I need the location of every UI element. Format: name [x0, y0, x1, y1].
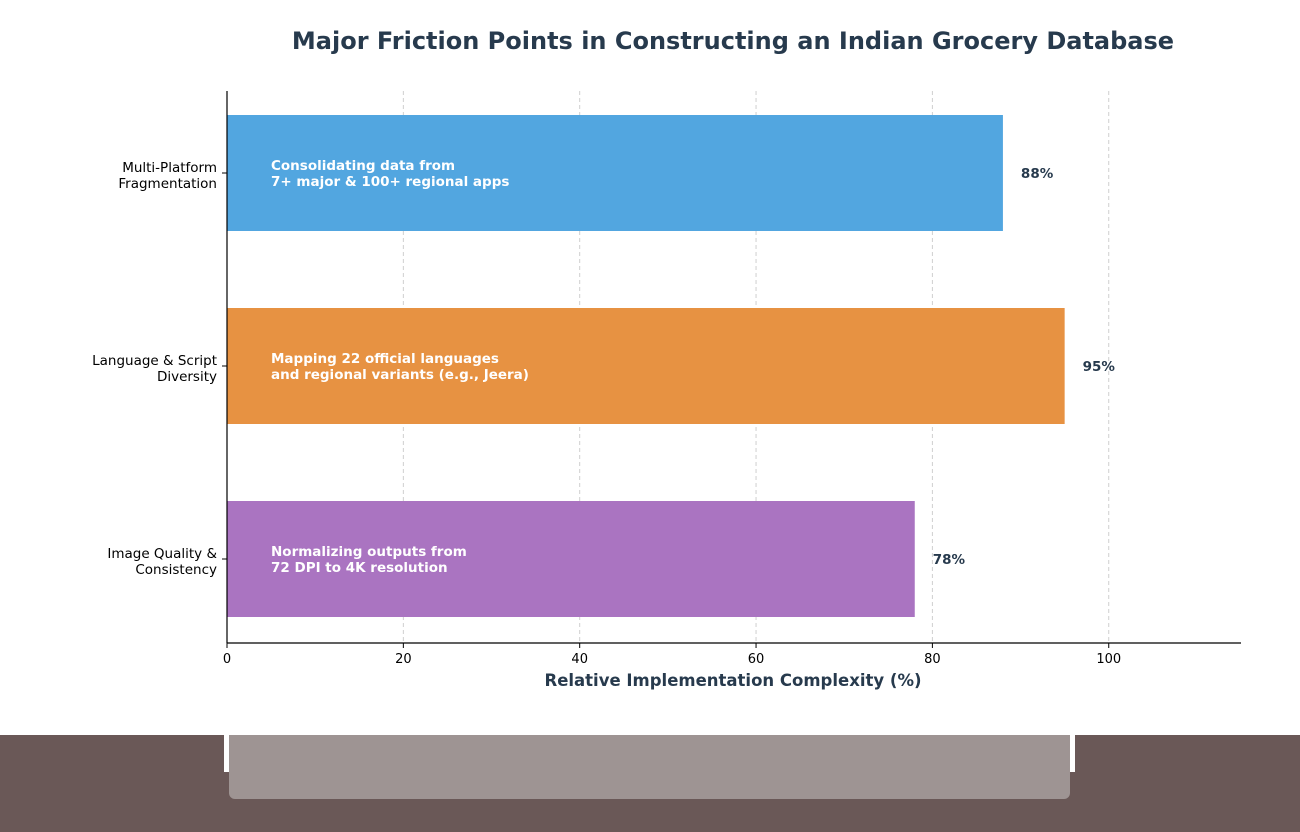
bar-3 [227, 501, 915, 617]
x-tick-label: 80 [924, 652, 941, 667]
bottom-panel [0, 735, 1300, 832]
category-label: Language & Script Diversity [92, 353, 217, 385]
chart-container: Major Friction Points in Constructing an… [92, 27, 1241, 690]
bar-1 [227, 115, 1003, 231]
value-label: 88% [1021, 166, 1054, 182]
bottom-right-tab [1075, 735, 1300, 772]
category-label: Multi-Platform Fragmentation [118, 160, 217, 192]
value-label: 95% [1083, 359, 1116, 375]
bars: Consolidating data from 7+ major & 100+ r… [227, 115, 1115, 617]
bar-chart: Major Friction Points in Constructing an… [92, 27, 1241, 690]
bottom-left-tab [0, 735, 224, 772]
x-tick-label: 60 [748, 652, 765, 667]
x-tick-label: 40 [571, 652, 588, 667]
bottom-center-panel[interactable] [229, 735, 1070, 799]
category-label: Image Quality & Consistency [107, 546, 217, 578]
axes: Multi-Platform Fragmentation Language & Sc… [92, 91, 1241, 667]
x-tick-label: 100 [1096, 652, 1121, 667]
x-tick-label: 20 [395, 652, 412, 667]
bar-annotation: Mapping 22 official languages and regiona… [271, 351, 529, 383]
x-tick-label: 0 [223, 652, 231, 667]
bar-annotation: Consolidating data from 7+ major & 100+ r… [271, 158, 509, 190]
value-label: 78% [933, 552, 966, 568]
bar-2 [227, 308, 1065, 424]
x-axis-label: Relative Implementation Complexity (%) [544, 671, 921, 690]
chart-title: Major Friction Points in Constructing an… [292, 27, 1174, 55]
bar-annotation: Normalizing outputs from 72 DPI to 4K res… [271, 544, 467, 576]
